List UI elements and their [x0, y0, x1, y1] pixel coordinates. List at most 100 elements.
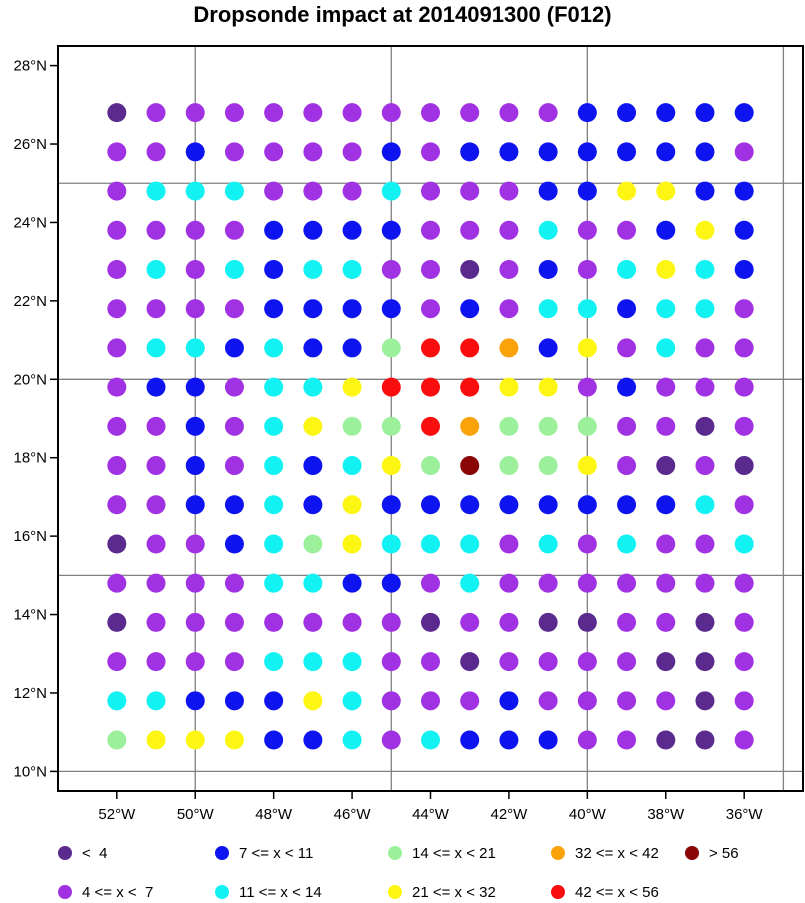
impact-point [577, 652, 597, 672]
impact-point [695, 456, 715, 476]
legend-item: < 4 [58, 842, 107, 864]
impact-point [538, 612, 558, 632]
legend-label: > 56 [709, 844, 739, 862]
impact-point [146, 534, 166, 554]
impact-point [577, 456, 597, 476]
legend-item: 4 <= x < 7 [58, 881, 153, 903]
impact-point [146, 691, 166, 711]
impact-point [264, 652, 284, 672]
impact-point [224, 142, 244, 162]
impact-point [264, 377, 284, 397]
dropsonde-impact-map: 52°W 50°W 48°W 46°W 44°W 42°W 40°W 38°W 36°W 10°… [13, 45, 804, 823]
impact-point [107, 573, 127, 593]
impact-point [381, 652, 401, 672]
impact-point [460, 730, 480, 750]
impact-point [421, 103, 440, 123]
impact-point [146, 142, 166, 162]
legend-swatch [58, 885, 72, 899]
impact-point [107, 612, 127, 632]
impact-point [695, 220, 715, 240]
impact-point [734, 730, 754, 750]
y-tick-label: 10°N [13, 763, 47, 780]
impact-point [499, 299, 519, 319]
impact-point [421, 416, 440, 436]
impact-point [656, 456, 676, 476]
x-tick-label: 40°W [569, 806, 607, 823]
y-tick-label: 12°N [13, 685, 47, 702]
impact-point [185, 652, 205, 672]
x-tick-label: 42°W [490, 806, 528, 823]
impact-point [656, 573, 676, 593]
impact-point [107, 338, 127, 358]
impact-point [224, 220, 244, 240]
impact-point [224, 652, 244, 672]
impact-point [734, 612, 754, 632]
impact-point [421, 730, 440, 750]
impact-point [695, 573, 715, 593]
impact-point [224, 495, 244, 515]
impact-point [538, 573, 558, 593]
impact-point [264, 103, 284, 123]
impact-point [577, 416, 597, 436]
impact-point [381, 416, 401, 436]
impact-point [460, 691, 480, 711]
impact-point [421, 652, 440, 672]
impact-point [146, 612, 166, 632]
impact-point [577, 612, 597, 632]
impact-point [656, 142, 676, 162]
impact-point [577, 495, 597, 515]
impact-point [656, 338, 676, 358]
legend-swatch [685, 846, 699, 860]
impact-point [499, 652, 519, 672]
impact-point [656, 103, 676, 123]
impact-point [342, 730, 362, 750]
x-tick-label: 46°W [334, 806, 372, 823]
impact-point [617, 377, 637, 397]
legend-item: 32 <= x < 42 [551, 842, 659, 864]
impact-point [617, 495, 637, 515]
impact-point [107, 652, 127, 672]
impact-point [734, 416, 754, 436]
impact-point [185, 260, 205, 279]
impact-point [381, 534, 401, 554]
impact-point [185, 456, 205, 476]
impact-point [381, 103, 401, 123]
impact-point [264, 416, 284, 436]
legend-label: 14 <= x < 21 [412, 844, 496, 862]
impact-point [617, 612, 637, 632]
impact-point [695, 142, 715, 162]
legend-label: 7 <= x < 11 [239, 844, 314, 862]
x-tick-label: 48°W [255, 806, 293, 823]
legend-swatch [58, 846, 72, 860]
legend-label: 11 <= x < 14 [239, 883, 322, 901]
x-tick-label: 36°W [726, 806, 764, 823]
impact-point [107, 691, 127, 711]
impact-point [577, 338, 597, 358]
impact-point [224, 260, 244, 279]
impact-point [617, 103, 637, 123]
impact-point [146, 416, 166, 436]
impact-point [460, 103, 480, 123]
impact-point [421, 220, 440, 240]
impact-point [734, 181, 754, 201]
impact-point [421, 299, 440, 319]
y-tick-label: 28°N [13, 58, 47, 75]
impact-point [695, 103, 715, 123]
impact-point [185, 377, 205, 397]
impact-point [381, 456, 401, 476]
impact-point [421, 377, 440, 397]
impact-point [224, 416, 244, 436]
impact-point [460, 260, 480, 279]
y-tick-label: 20°N [13, 371, 47, 388]
impact-point [264, 220, 284, 240]
impact-point [734, 652, 754, 672]
impact-point [264, 573, 284, 593]
impact-point [264, 691, 284, 711]
impact-point [342, 691, 362, 711]
impact-point [264, 534, 284, 554]
impact-point [656, 260, 676, 279]
impact-point [656, 730, 676, 750]
impact-point [264, 730, 284, 750]
impact-point [107, 377, 127, 397]
impact-point [264, 260, 284, 279]
